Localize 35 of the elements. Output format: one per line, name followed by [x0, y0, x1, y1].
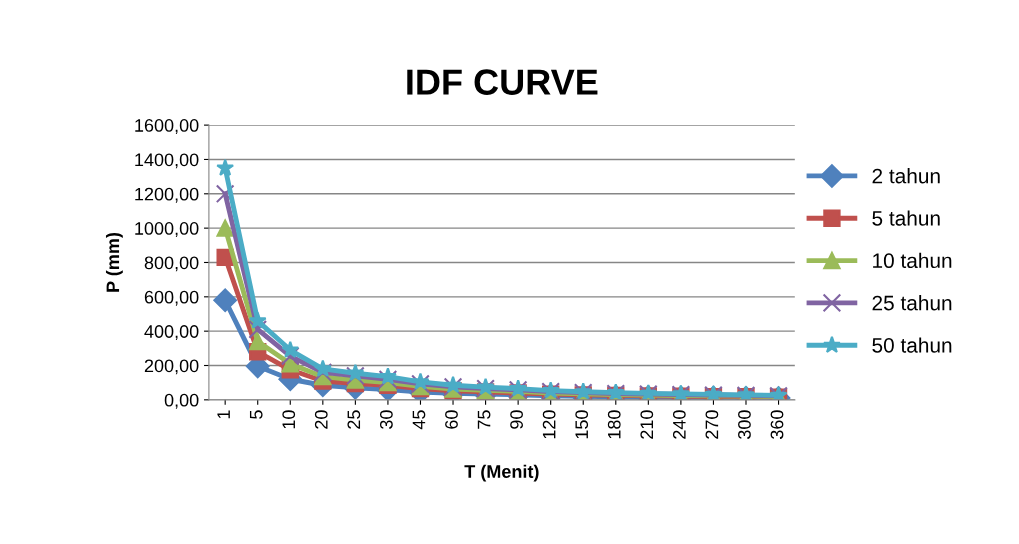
x-tick-label: 150: [575, 410, 589, 439]
y-tick-label: 800,00: [144, 256, 199, 272]
x-tick-label: 25: [347, 410, 361, 429]
x-tick-label: 75: [477, 410, 491, 429]
legend-label: 2 tahun: [872, 168, 940, 184]
y-tick-label: 1600,00: [135, 119, 199, 134]
x-tick-label: 1: [217, 410, 230, 419]
y-tick-label: 1400,00: [135, 153, 199, 169]
chart-title: IDF CURVE: [407, 69, 598, 95]
legend-label: 50 tahun: [872, 337, 952, 353]
y-tick-label: 200,00: [144, 359, 199, 375]
y-tick-label: 1000,00: [135, 222, 199, 237]
x-tick-label: 120: [542, 410, 556, 439]
x-tick-label: 5: [249, 410, 263, 419]
x-tick-label: 360: [770, 410, 784, 439]
x-tick-label: 270: [705, 410, 719, 439]
x-tick-label: 20: [314, 410, 328, 429]
x-tick-label: 240: [672, 410, 686, 439]
y-tick-label: 400,00: [144, 325, 199, 341]
x-axis-title: T (Menit): [464, 464, 539, 482]
legend-label: 25 tahun: [872, 295, 952, 311]
y-tick-label: 0,00: [164, 393, 199, 409]
y-tick-label: 1200,00: [135, 187, 199, 203]
x-tick-label: 180: [607, 410, 621, 439]
x-tick-label: 300: [738, 410, 751, 439]
x-tick-label: 90: [510, 410, 523, 429]
x-tick-label: 10: [282, 410, 296, 429]
legend-label: 10 tahun: [873, 252, 952, 269]
y-tick-label: 600,00: [144, 290, 199, 306]
y-axis-title: P (mm): [105, 232, 123, 292]
x-tick-label: 60: [445, 410, 458, 429]
x-tick-label: 30: [379, 410, 393, 429]
legend-label: 5 tahun: [872, 210, 940, 226]
x-tick-label: 45: [412, 410, 426, 430]
x-tick-label: 210: [640, 410, 654, 439]
